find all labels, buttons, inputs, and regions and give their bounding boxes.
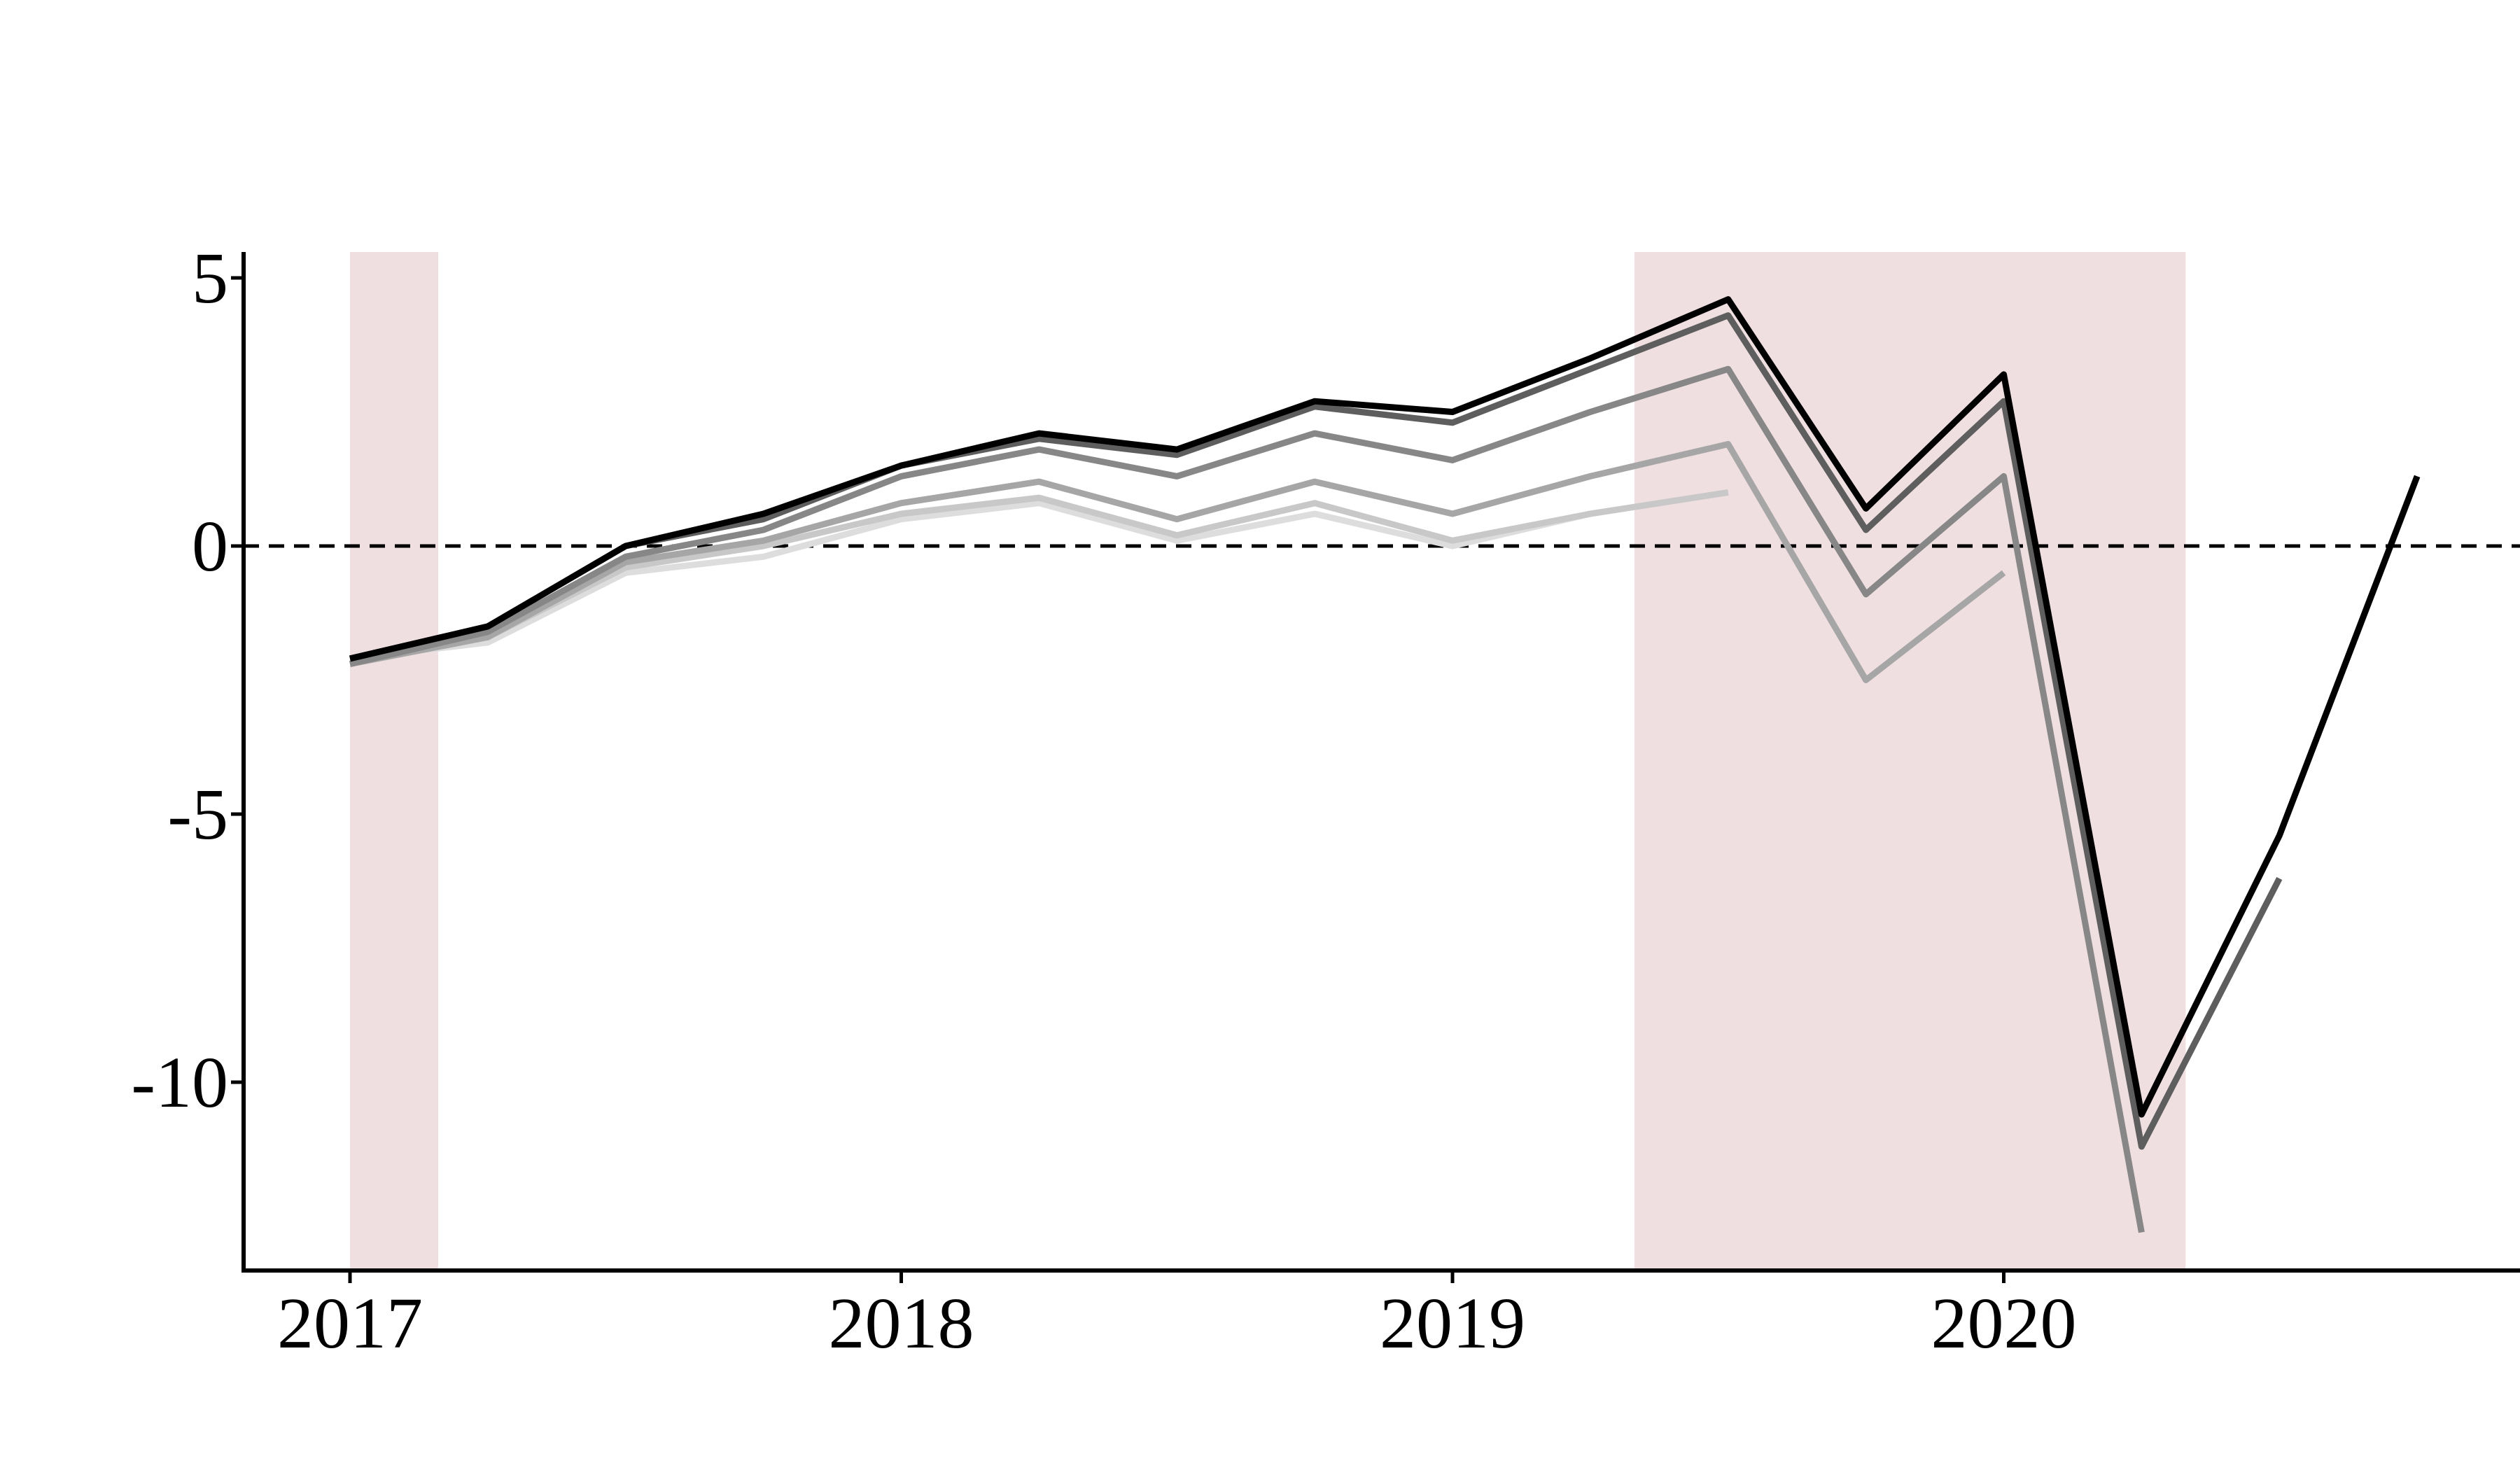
axes bbox=[241, 252, 2520, 1273]
series-line-4 bbox=[349, 365, 2145, 1233]
y-tick-label: -5 bbox=[167, 774, 228, 855]
shaded-period-2 bbox=[1634, 252, 2186, 1270]
shaded-periods bbox=[350, 252, 2186, 1270]
series-line-3 bbox=[349, 441, 2006, 683]
y-tick-label: 0 bbox=[192, 506, 228, 587]
x-axis-ticks: 2017 2018 2019 2020 bbox=[277, 1270, 2077, 1364]
y-axis-ticks: 5 0 -5 -10 bbox=[131, 238, 244, 1123]
series-line-2 bbox=[349, 489, 1729, 667]
x-tick-label: 2017 bbox=[277, 1283, 423, 1364]
series-line-1 bbox=[349, 500, 1591, 662]
x-tick-label: 2018 bbox=[829, 1283, 974, 1364]
series-lines bbox=[349, 296, 2421, 1233]
shaded-period-1 bbox=[350, 252, 438, 1270]
y-tick-label: 5 bbox=[192, 238, 228, 318]
series-line-6 bbox=[349, 296, 2421, 1118]
x-tick-label: 2019 bbox=[1380, 1283, 1525, 1364]
x-tick-label: 2020 bbox=[1931, 1283, 2077, 1364]
y-tick-label: -10 bbox=[131, 1042, 228, 1123]
